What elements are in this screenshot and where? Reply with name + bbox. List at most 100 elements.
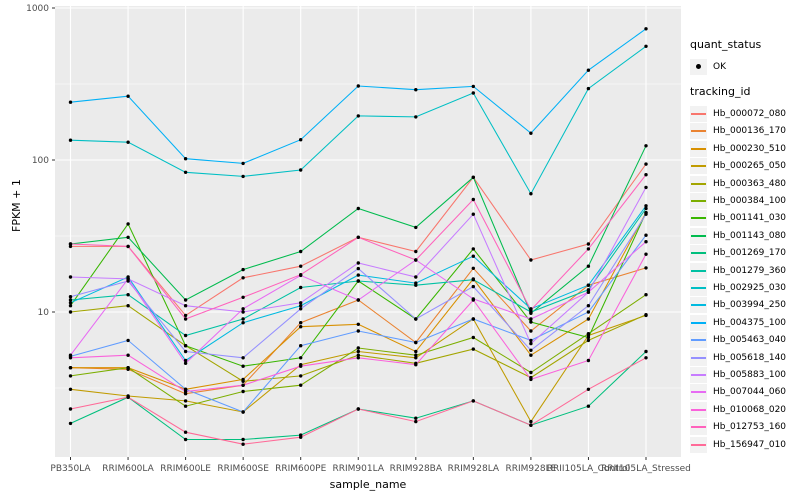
data-point — [471, 347, 475, 351]
data-point — [529, 329, 533, 333]
data-point — [68, 374, 73, 378]
data-point — [356, 346, 360, 350]
x-axis-title: sample_name — [329, 478, 407, 491]
data-point — [68, 138, 73, 142]
data-point — [183, 313, 188, 318]
data-point — [586, 86, 591, 91]
data-point — [68, 301, 73, 305]
data-point — [414, 419, 418, 424]
data-point — [299, 285, 303, 290]
legend-item-label: Hb_001143_080 — [713, 230, 787, 241]
data-point — [471, 335, 475, 340]
y-axis-title: FPKM + 1 — [10, 179, 23, 232]
legend-key-swatch — [690, 384, 707, 401]
data-point — [586, 335, 591, 340]
data-point — [183, 358, 188, 363]
data-point — [356, 235, 360, 239]
data-point — [299, 325, 303, 329]
data-point — [183, 430, 188, 434]
legend-item-label: OK — [713, 61, 726, 72]
data-point — [471, 317, 475, 321]
data-point — [529, 370, 533, 375]
data-point — [586, 332, 591, 336]
legend-key-swatch — [690, 175, 707, 192]
data-point — [471, 247, 475, 251]
data-point — [414, 275, 418, 279]
data-point — [241, 307, 245, 311]
data-point — [126, 293, 130, 297]
data-point — [529, 192, 533, 196]
data-point — [644, 252, 648, 256]
x-tick-label: RRII105LA_Control — [547, 464, 630, 474]
data-point — [414, 249, 418, 254]
data-point — [183, 157, 188, 161]
data-point — [356, 273, 360, 277]
legend-item-Hb_005883_100: Hb_005883_100 — [690, 366, 798, 383]
data-point — [356, 261, 360, 265]
legend-key-swatch — [690, 262, 707, 279]
data-point — [644, 356, 648, 360]
data-point — [299, 356, 303, 360]
data-point — [299, 307, 303, 311]
data-point — [241, 161, 245, 166]
data-point — [183, 317, 188, 321]
data-point — [529, 353, 533, 357]
legend-item-Hb_000384_100: Hb_000384_100 — [690, 192, 798, 210]
data-point — [68, 304, 73, 308]
data-point — [529, 338, 533, 343]
data-point — [644, 206, 648, 211]
x-tick-label: RRII105LA_Stressed — [601, 464, 691, 474]
data-point — [586, 317, 591, 321]
data-point — [414, 356, 418, 360]
data-point — [414, 258, 418, 262]
legend-key-swatch — [690, 210, 707, 227]
data-point — [644, 233, 648, 237]
data-point — [126, 244, 130, 249]
data-point — [299, 321, 303, 325]
data-point — [356, 353, 360, 357]
data-point — [529, 341, 533, 346]
legend-item-Hb_001143_080: Hb_001143_080 — [690, 227, 798, 244]
legend-item-label: Hb_010068_020 — [713, 404, 787, 415]
data-point — [471, 175, 475, 179]
data-point — [299, 374, 303, 378]
data-point — [356, 266, 360, 271]
data-point — [183, 349, 188, 354]
data-point — [299, 301, 303, 305]
legend-item-label: Hb_005618_140 — [713, 352, 787, 363]
data-point — [356, 329, 360, 333]
x-tick-label: RRIM928BA — [390, 464, 443, 474]
data-point — [356, 84, 360, 88]
legend-item-label: Hb_000384_100 — [713, 196, 787, 207]
data-point — [586, 68, 591, 72]
legend-item-Hb_001279_360: Hb_001279_360 — [690, 262, 798, 279]
legend-item-label: Hb_001279_360 — [713, 265, 787, 276]
data-point — [241, 310, 245, 314]
data-point — [586, 288, 591, 292]
legend-item-Hb_001141_030: Hb_001141_030 — [690, 210, 798, 227]
legend-item-label: Hb_007044_060 — [713, 387, 787, 398]
data-point — [183, 170, 188, 174]
legend-key-swatch — [690, 419, 707, 436]
x-tick-label: RRIM600LA — [102, 464, 154, 474]
legend-item-Hb_003994_250: Hb_003994_250 — [690, 297, 798, 314]
data-point — [68, 295, 73, 299]
data-point — [183, 404, 188, 408]
data-point — [68, 275, 73, 279]
data-point — [529, 258, 533, 262]
data-point — [529, 377, 533, 382]
data-point — [356, 322, 360, 326]
x-tick-label: RRIM600SE — [217, 464, 269, 474]
data-point — [529, 423, 533, 427]
data-point — [68, 310, 73, 314]
legend-key-swatch — [690, 279, 707, 296]
data-point — [68, 242, 73, 246]
x-tick-label: RRIM928LA — [448, 464, 500, 474]
data-point — [241, 389, 245, 394]
data-point — [356, 298, 360, 302]
data-point — [644, 27, 648, 31]
data-point — [356, 279, 360, 283]
data-point — [299, 435, 303, 439]
data-point — [644, 293, 648, 297]
x-tick-label: RRIM600LE — [160, 464, 211, 474]
